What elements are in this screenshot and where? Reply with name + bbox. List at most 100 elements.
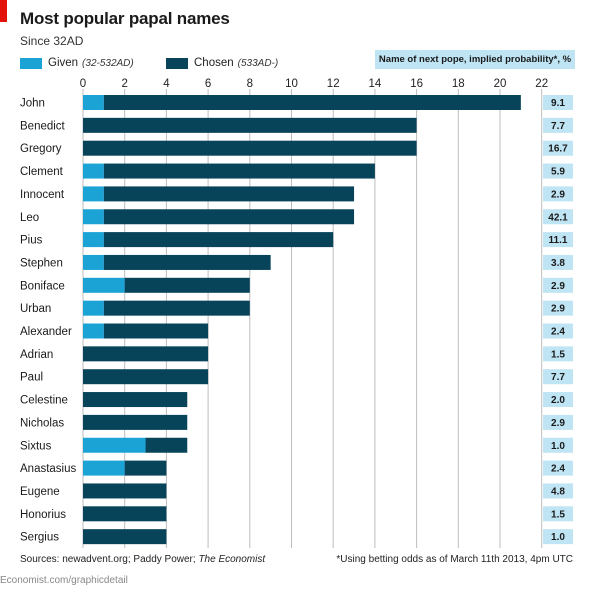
legend-given-range: (32-532AD): [82, 57, 134, 69]
category-label: Celestine: [20, 395, 68, 407]
odds-value: 16.7: [548, 144, 568, 155]
category-label: Nicholas: [20, 417, 64, 429]
odds-value: 11.1: [549, 235, 568, 246]
odds-cell: [543, 346, 573, 362]
category-label: Adrian: [20, 349, 53, 361]
odds-cell: [543, 163, 573, 179]
odds-cell: [543, 529, 573, 545]
betting-odds-footnote: *Using betting odds as of March 11th 201…: [336, 554, 573, 565]
category-label: Sixtus: [20, 440, 52, 452]
category-label: Boniface: [20, 280, 65, 292]
bar-given: [83, 186, 104, 202]
legend-given-label: Given: [48, 57, 79, 69]
sources-text: Sources: newadvent.org; Paddy Power;: [20, 554, 199, 565]
bar-chosen: [124, 277, 250, 293]
bar-chosen: [83, 529, 167, 545]
bar-chosen: [83, 506, 167, 522]
odds-column-header: Name of next pope, implied probability*,…: [375, 50, 575, 69]
category-label: Stephen: [20, 257, 63, 269]
x-tick-label: 12: [327, 78, 340, 90]
category-label: Gregory: [20, 143, 62, 155]
bar-chosen: [83, 346, 209, 362]
sources-note: Sources: newadvent.org; Paddy Power; The…: [20, 554, 265, 565]
bar-chosen: [83, 392, 188, 408]
bar-given: [83, 209, 104, 225]
bar-chosen: [103, 323, 209, 339]
x-tick-label: 16: [410, 78, 423, 90]
category-label: Urban: [20, 303, 51, 315]
category-label: Alexander: [20, 326, 72, 338]
x-tick-label: 0: [80, 78, 86, 90]
legend-chosen-range: (533AD-): [237, 57, 279, 69]
bar-chosen: [83, 414, 188, 430]
odds-cell: [543, 254, 573, 270]
category-label: Anastasius: [20, 463, 77, 475]
odds-cell: [543, 209, 573, 225]
odds-cell: [543, 95, 573, 110]
bar-chosen: [83, 140, 417, 156]
category-label: John: [20, 98, 45, 110]
odds-cell: [543, 437, 573, 453]
bar-given: [83, 254, 104, 270]
category-label: Sergius: [20, 532, 59, 544]
x-tick-label: 20: [494, 78, 507, 90]
bar-given: [83, 95, 104, 110]
odds-value: 5.9: [551, 167, 565, 178]
bar-given: [83, 277, 125, 293]
odds-value: 7.7: [551, 121, 565, 132]
bar-chosen: [103, 95, 521, 110]
bar-chosen: [83, 369, 209, 385]
bar-chosen: [124, 460, 167, 476]
sources-publication: The Economist: [198, 554, 266, 565]
legend-chosen-swatch: [166, 57, 188, 69]
odds-value: 7.7: [551, 372, 565, 383]
brand-red-tab: [0, 0, 7, 22]
category-label: Clement: [20, 166, 64, 178]
odds-cell: [543, 186, 573, 202]
bar-chosen: [83, 117, 417, 133]
category-label: Pius: [20, 235, 43, 247]
bar-given: [83, 163, 104, 179]
x-tick-label: 18: [452, 78, 465, 90]
odds-value: 1.0: [551, 441, 565, 452]
odds-value: 4.8: [551, 486, 565, 497]
odds-cell: [543, 232, 573, 248]
bar-given: [83, 460, 125, 476]
odds-cell: [543, 414, 573, 430]
odds-value: 2.4: [551, 327, 565, 338]
x-tick-label: 14: [369, 78, 382, 90]
bar-chosen: [103, 254, 271, 270]
bar-chosen: [103, 163, 375, 179]
odds-value: 2.9: [551, 281, 565, 292]
bar-given: [83, 323, 104, 339]
odds-cell: [543, 483, 573, 499]
category-label: Benedict: [20, 120, 66, 132]
x-tick-label: 8: [247, 78, 253, 90]
bar-given: [83, 300, 104, 316]
bar-chosen: [103, 186, 355, 202]
bar-chosen: [145, 437, 188, 453]
odds-cell: [543, 460, 573, 476]
odds-cell: [543, 369, 573, 385]
category-label: Paul: [20, 372, 43, 384]
odds-value: 2.9: [551, 189, 565, 200]
category-label: Honorius: [20, 509, 66, 521]
x-tick-label: 6: [205, 78, 211, 90]
odds-value: 1.5: [551, 509, 565, 520]
bar-chosen: [83, 483, 167, 499]
bar-chosen: [103, 209, 355, 225]
odds-value: 1.5: [551, 349, 565, 360]
odds-value: 1.0: [551, 532, 565, 543]
odds-cell: [543, 392, 573, 408]
x-tick-label: 4: [163, 78, 170, 90]
odds-value: 42.1: [548, 212, 568, 223]
legend-given: Given (32-532AD): [20, 57, 134, 69]
odds-cell: [543, 117, 573, 133]
odds-cell: [543, 506, 573, 522]
bar-chosen: [103, 300, 250, 316]
bar-given: [83, 232, 104, 248]
odds-value: 2.9: [551, 304, 565, 315]
odds-cell: [543, 277, 573, 293]
bar-chosen: [103, 232, 334, 248]
odds-cell: [543, 140, 573, 156]
